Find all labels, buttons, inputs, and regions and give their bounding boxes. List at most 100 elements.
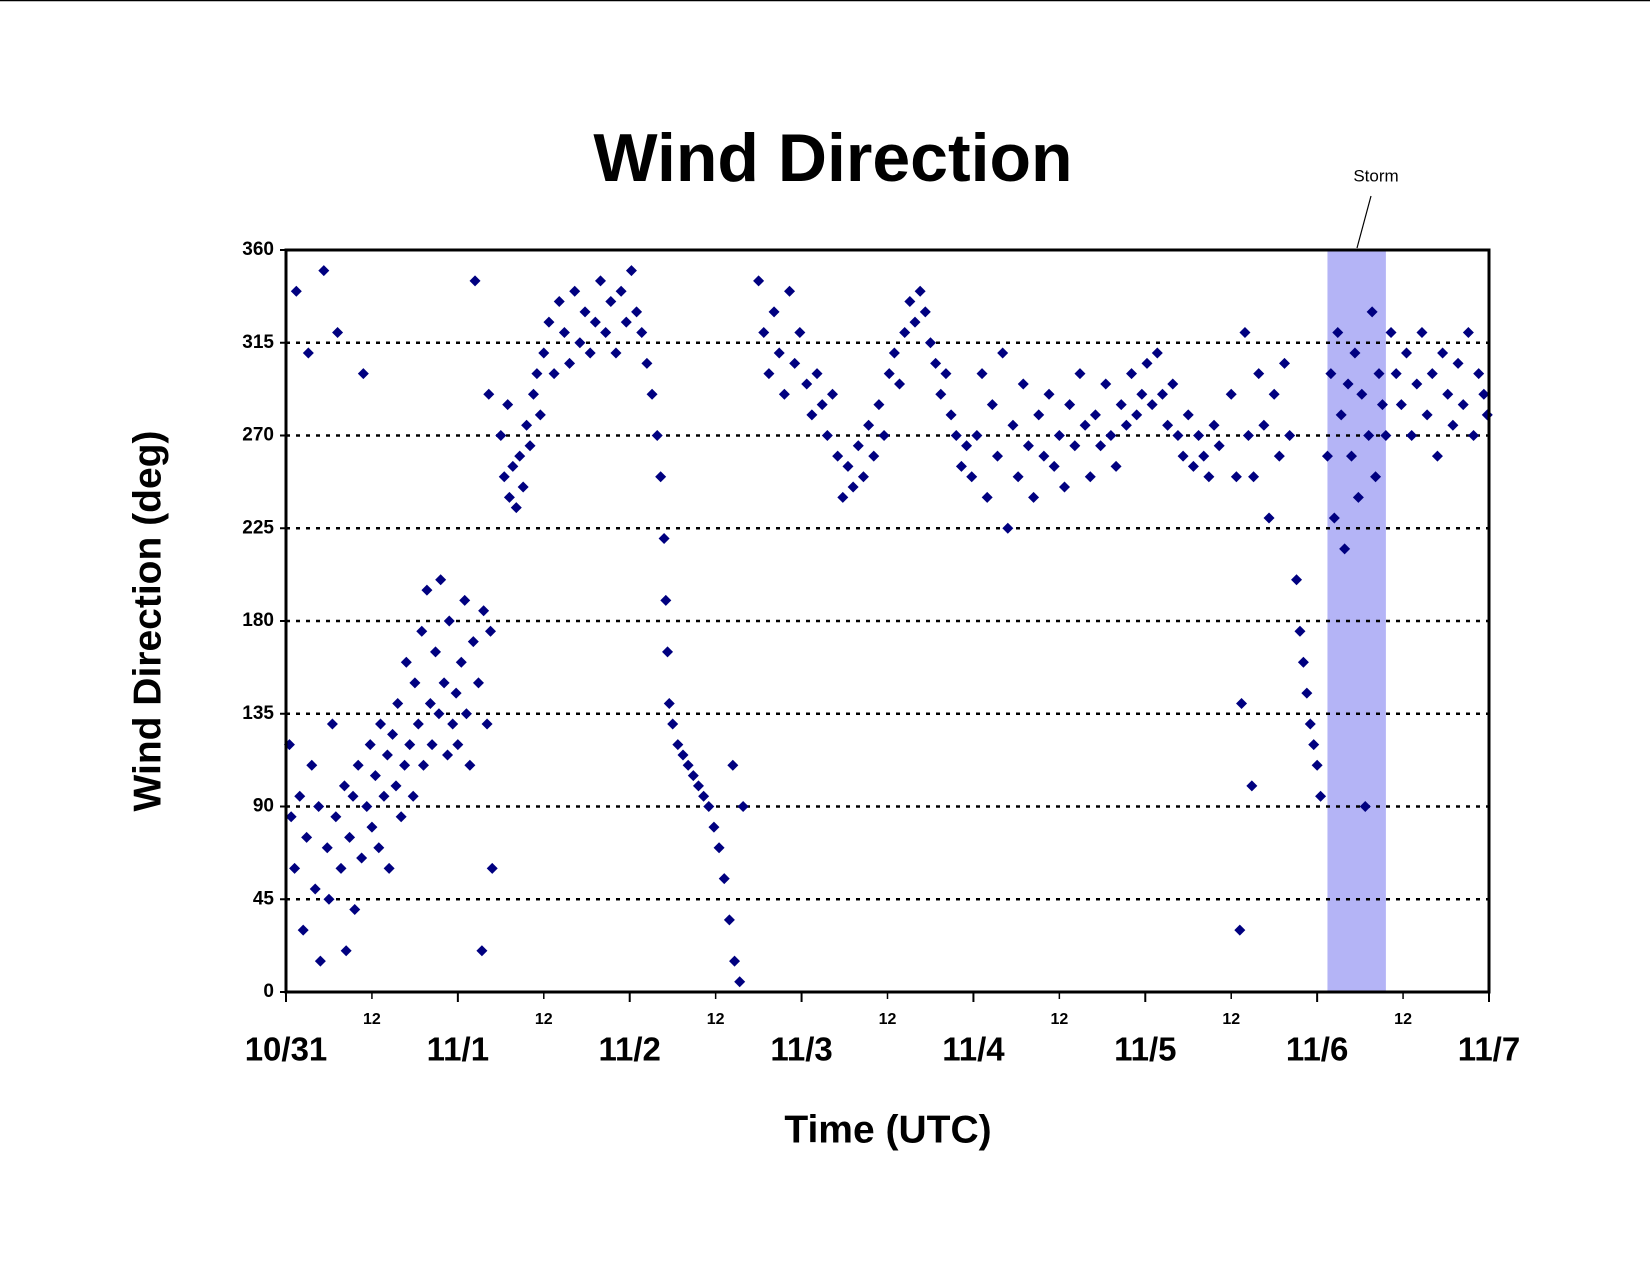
data-point: [1342, 378, 1354, 390]
data-point: [438, 677, 450, 689]
data-point: [478, 605, 490, 617]
data-point: [404, 739, 416, 751]
data-point: [430, 646, 442, 658]
data-point: [330, 811, 342, 823]
data-point: [641, 357, 653, 369]
data-point: [863, 419, 875, 431]
data-point: [904, 296, 916, 308]
data-point: [1100, 378, 1112, 390]
data-point: [338, 780, 350, 792]
data-point: [1284, 430, 1296, 441]
data-point: [625, 265, 637, 277]
data-point: [1033, 409, 1045, 421]
data-point: [1421, 409, 1433, 421]
data-point: [868, 450, 880, 462]
data-point: [1346, 450, 1358, 462]
data-point: [1131, 409, 1143, 421]
data-point: [306, 759, 318, 771]
data-point: [600, 326, 612, 338]
data-point: [1213, 440, 1225, 452]
data-point: [773, 347, 785, 359]
data-point: [605, 296, 617, 308]
data-point: [543, 316, 555, 328]
data-point: [667, 718, 679, 730]
data-point: [737, 801, 749, 812]
data-point: [713, 842, 725, 854]
data-point: [297, 924, 309, 936]
data-point: [1074, 368, 1086, 380]
data-point: [852, 440, 864, 452]
y-tick-label: 360: [242, 239, 274, 260]
data-point: [986, 399, 998, 411]
data-point: [442, 749, 454, 761]
data-point: [313, 801, 325, 812]
data-point: [914, 285, 926, 297]
data-point: [459, 594, 471, 606]
data-point: [945, 409, 957, 421]
x-minor-tick-label: 12: [1222, 1011, 1240, 1028]
data-point: [395, 811, 407, 823]
data-point: [347, 790, 359, 802]
data-point: [381, 749, 393, 761]
data-point: [1084, 471, 1096, 483]
data-point: [352, 759, 364, 771]
data-point: [495, 430, 507, 441]
data-point: [433, 708, 445, 720]
data-point: [734, 976, 746, 988]
data-point: [1268, 388, 1280, 400]
data-point: [1390, 368, 1402, 380]
data-point: [1136, 388, 1148, 400]
data-point: [718, 873, 730, 885]
data-point: [344, 831, 356, 843]
data-point: [507, 460, 519, 472]
data-point: [1473, 368, 1485, 380]
y-tick-label: 225: [242, 517, 274, 538]
data-point: [1064, 399, 1076, 411]
data-point: [816, 399, 828, 411]
data-point: [1022, 440, 1034, 452]
x-tick-label: 11/2: [599, 1031, 661, 1068]
data-point: [1411, 378, 1423, 390]
data-point: [837, 491, 849, 503]
data-point: [1335, 409, 1347, 421]
data-point: [1349, 347, 1361, 359]
data-point: [1156, 388, 1168, 400]
y-tick-label: 45: [253, 888, 275, 909]
data-point: [1426, 368, 1438, 380]
data-point: [646, 388, 658, 400]
data-point: [424, 697, 436, 709]
data-point: [1193, 430, 1205, 441]
data-point: [687, 770, 699, 782]
data-point: [1239, 326, 1251, 338]
data-point: [610, 347, 622, 359]
data-point: [538, 347, 550, 359]
data-point: [1110, 460, 1122, 472]
data-point: [976, 368, 988, 380]
storm-leader: [1356, 195, 1372, 249]
data-point: [1053, 430, 1065, 441]
data-point: [534, 409, 546, 421]
data-point: [1294, 625, 1306, 637]
data-point: [409, 677, 421, 689]
data-point: [332, 326, 344, 338]
data-point: [421, 584, 433, 596]
data-point: [1151, 347, 1163, 359]
data-point: [464, 759, 476, 771]
data-point: [1079, 419, 1091, 431]
data-point: [467, 636, 479, 648]
data-point: [364, 739, 376, 751]
data-point: [1356, 388, 1368, 400]
data-point: [663, 697, 675, 709]
data-point: [426, 739, 438, 751]
data-point: [950, 430, 962, 441]
data-point: [1373, 368, 1385, 380]
data-point: [1406, 430, 1418, 441]
data-point: [1359, 801, 1371, 812]
data-point: [455, 656, 467, 668]
data-point: [1304, 718, 1316, 730]
data-point: [615, 285, 627, 297]
data-point: [1328, 512, 1340, 524]
data-point: [784, 285, 796, 297]
data-point: [758, 326, 770, 338]
